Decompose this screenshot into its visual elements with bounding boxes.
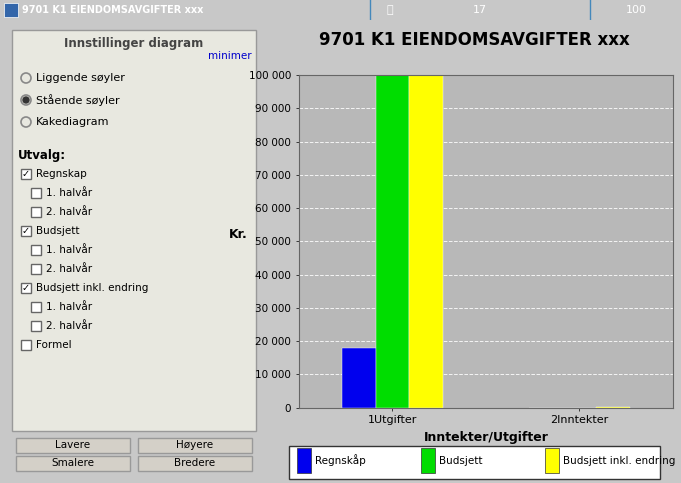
Bar [138, 455, 252, 470]
Bar [21, 283, 31, 293]
Text: Liggende søyler: Liggende søyler [36, 73, 125, 83]
Text: Kakediagram: Kakediagram [36, 117, 110, 127]
Bar [31, 188, 41, 198]
Bar [342, 348, 376, 408]
Text: Bredere: Bredere [174, 458, 216, 468]
Y-axis label: Kr.: Kr. [228, 228, 247, 242]
Bar [376, 75, 409, 408]
Text: ✓: ✓ [22, 169, 30, 179]
Circle shape [23, 97, 29, 103]
Bar [31, 302, 41, 312]
Bar [421, 448, 435, 473]
Text: ✓: ✓ [22, 226, 30, 236]
Bar [21, 340, 31, 350]
Text: Budsjett inkl. endring: Budsjett inkl. endring [563, 455, 676, 466]
Text: Budsjett inkl. endring: Budsjett inkl. endring [36, 283, 148, 293]
Text: Budsjett: Budsjett [439, 455, 483, 466]
Bar [138, 438, 252, 453]
Text: 1. halvår: 1. halvår [46, 188, 92, 198]
Text: Stående søyler: Stående søyler [36, 94, 120, 106]
Text: 2. halvår: 2. halvår [46, 321, 92, 331]
Text: Regnskåp: Regnskåp [315, 455, 366, 467]
Text: 📊: 📊 [387, 5, 394, 15]
Text: Smalere: Smalere [52, 458, 95, 468]
Bar [12, 30, 256, 431]
Text: 1. halvår: 1. halvår [46, 302, 92, 312]
Text: 2. halvår: 2. halvår [46, 207, 92, 217]
Text: 9701 K1 EIENDOMSAVGIFTER xxx: 9701 K1 EIENDOMSAVGIFTER xxx [319, 31, 630, 49]
Bar [31, 321, 41, 331]
Bar [4, 3, 18, 17]
Text: Utvalg:: Utvalg: [18, 150, 66, 162]
Bar [16, 438, 130, 453]
Text: Lavere: Lavere [55, 440, 91, 450]
Text: minimer: minimer [208, 51, 252, 61]
Bar [289, 446, 661, 480]
Bar [297, 448, 311, 473]
Text: Formel: Formel [36, 340, 72, 350]
Text: 2. halvår: 2. halvår [46, 264, 92, 274]
Bar [596, 407, 630, 408]
Text: 17: 17 [473, 5, 487, 15]
Bar [16, 455, 130, 470]
Text: Høyere: Høyere [176, 440, 214, 450]
Text: ✓: ✓ [22, 283, 30, 293]
Bar [21, 169, 31, 179]
Bar [31, 245, 41, 255]
Bar [545, 448, 559, 473]
Text: 1. halvår: 1. halvår [46, 245, 92, 255]
Text: Innstillinger diagram: Innstillinger diagram [65, 37, 204, 49]
Text: 9701 K1 EIENDOMSAVGIFTER xxx: 9701 K1 EIENDOMSAVGIFTER xxx [22, 5, 204, 15]
Text: Budsjett: Budsjett [36, 226, 80, 236]
Text: Regnskap: Regnskap [36, 169, 86, 179]
X-axis label: Inntekter/Utgifter: Inntekter/Utgifter [424, 431, 548, 444]
Bar [31, 207, 41, 217]
Bar [409, 75, 443, 408]
Bar [21, 226, 31, 236]
Text: 100: 100 [626, 5, 646, 15]
Bar [31, 264, 41, 274]
